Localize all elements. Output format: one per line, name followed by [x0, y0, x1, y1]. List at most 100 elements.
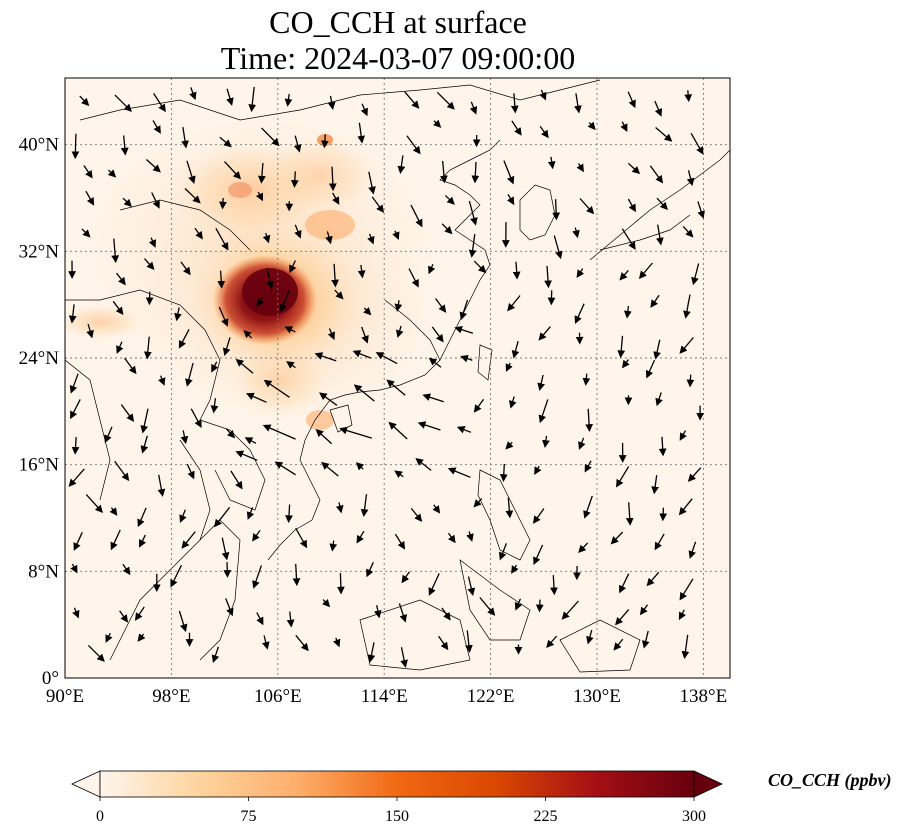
x-tick-label: 138°E — [680, 686, 728, 707]
wind-arrow — [654, 100, 663, 117]
wind-arrow — [375, 352, 398, 365]
wind-arrow — [261, 635, 270, 650]
wind-arrow — [217, 270, 226, 289]
wind-arrow — [679, 430, 687, 441]
wind-arrow — [86, 323, 94, 339]
wind-arrow — [219, 136, 232, 148]
wind-arrow — [315, 428, 333, 445]
wind-arrow — [578, 437, 586, 450]
wind-arrow — [294, 224, 302, 239]
wind-arrow — [479, 597, 496, 616]
wind-arrow — [137, 633, 146, 642]
wind-arrow — [538, 399, 549, 424]
wind-arrow — [334, 289, 344, 300]
wind-arrow — [261, 127, 280, 147]
wind-arrow — [428, 263, 436, 275]
wind-arrow — [619, 269, 629, 281]
wind-arrow — [654, 533, 665, 551]
wind-arrow — [682, 225, 694, 238]
wind-arrow — [400, 647, 408, 668]
wind-arrow — [623, 306, 632, 319]
wind-arrow — [656, 197, 668, 211]
wind-arrow — [314, 352, 337, 362]
wind-arrow — [586, 629, 594, 645]
wind-arrow — [511, 564, 519, 574]
wind-arrow — [436, 91, 455, 110]
wind-arrow — [109, 507, 118, 516]
wind-arrow — [221, 537, 230, 561]
y-tick-label: 40°N — [19, 135, 60, 156]
wind-arrow — [467, 576, 476, 596]
wind-arrow — [214, 506, 231, 528]
wind-arrow — [87, 644, 105, 662]
wind-arrow — [284, 326, 296, 334]
wind-arrow — [105, 632, 113, 643]
wind-arrow — [332, 192, 340, 205]
colorbar-extend-min — [71, 770, 101, 798]
wind-arrow — [144, 258, 155, 271]
wind-arrow — [115, 272, 126, 286]
wind-arrow — [366, 562, 374, 578]
wind-arrow — [432, 504, 441, 514]
wind-arrow — [152, 120, 161, 134]
wind-arrow — [194, 227, 203, 240]
wind-arrow — [70, 399, 81, 420]
wind-arrow — [511, 341, 520, 359]
wind-arrow — [361, 326, 369, 344]
wind-arrow — [352, 350, 372, 359]
wind-arrow — [417, 421, 441, 431]
wind-arrow — [367, 642, 376, 663]
wind-arrow — [406, 135, 421, 155]
wind-arrow — [321, 461, 339, 477]
wind-arrow — [357, 264, 366, 279]
wind-arrow — [613, 638, 624, 651]
wind-arrow — [363, 307, 372, 316]
wind-arrow — [85, 190, 95, 206]
wind-arrow — [469, 101, 478, 115]
wind-arrow — [181, 531, 196, 549]
wind-arrow — [505, 362, 513, 372]
wind-arrow — [503, 160, 515, 185]
wind-arrow — [367, 233, 375, 245]
colorbar-tick-label: 150 — [385, 808, 409, 825]
wind-arrow — [410, 204, 423, 228]
wind-arrow — [697, 201, 705, 219]
colorbar-extend-max — [693, 770, 723, 798]
colorbar-tick-label: 75 — [241, 808, 257, 825]
wind-arrow — [211, 361, 219, 373]
wind-arrow — [279, 289, 291, 313]
wind-arrow — [639, 604, 649, 616]
wind-arrow — [258, 162, 266, 184]
wind-arrow — [532, 508, 545, 524]
wind-arrow — [104, 426, 113, 444]
wind-arrow — [473, 398, 485, 413]
wind-arrow — [617, 335, 626, 359]
colorbar-tick-label: 0 — [96, 808, 104, 825]
wind-arrow — [218, 306, 229, 327]
y-tick-label: 8°N — [28, 561, 59, 582]
wind-arrow — [415, 457, 432, 471]
wind-arrow — [122, 563, 131, 576]
wind-arrow — [544, 265, 552, 289]
wind-arrow — [286, 611, 295, 628]
wind-arrow — [286, 361, 296, 369]
wind-arrow — [68, 304, 77, 324]
wind-arrow — [683, 294, 691, 319]
wind-arrow — [356, 530, 365, 544]
wind-arrow — [656, 224, 664, 246]
wind-arrow — [404, 91, 420, 109]
wind-arrow — [107, 169, 117, 178]
wind-arrow — [394, 470, 404, 479]
x-tick-label: 98°E — [152, 686, 190, 707]
wind-arrow — [473, 260, 487, 274]
wind-arrow — [679, 337, 694, 354]
wind-arrow — [627, 162, 641, 175]
wind-arrow — [687, 467, 702, 482]
wind-arrow — [625, 502, 634, 526]
wind-arrow — [641, 630, 650, 649]
wind-arrow — [408, 268, 419, 288]
wind-arrow — [686, 374, 695, 388]
x-axis: 90°E 98°E 106°E 114°E 122°E 130°E 138°E — [46, 686, 727, 707]
wind-arrow — [360, 103, 368, 117]
wind-arrow — [235, 450, 258, 461]
